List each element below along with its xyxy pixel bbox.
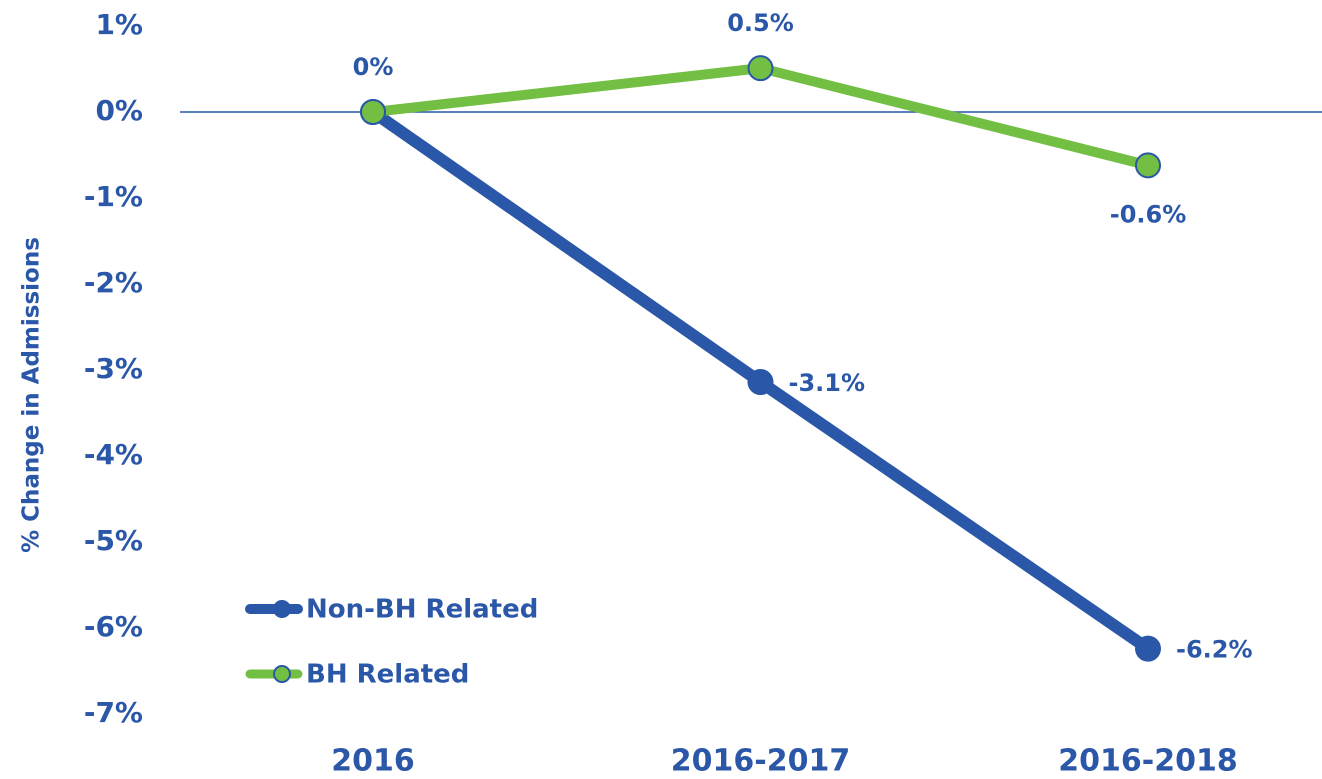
y-tick-label: -4% [84, 438, 143, 471]
y-tick-label: 0% [95, 94, 143, 127]
point [747, 55, 774, 82]
point [747, 369, 774, 396]
y-tick-label: -7% [84, 696, 143, 729]
point [1135, 635, 1161, 662]
x-tick-label: 2016-2017 [671, 744, 850, 779]
x-tick-label: 2016 [331, 744, 415, 779]
y-axis-label: % Change in Admissions [19, 237, 45, 553]
data-label: -3.1% [789, 369, 866, 397]
x-tick-label: 2016-2018 [1058, 744, 1237, 779]
legend-marker [273, 665, 291, 683]
data-label: 0.5% [727, 9, 794, 37]
y-tick-label: -5% [84, 524, 143, 557]
legend-label: BH Related [306, 660, 469, 690]
data-label: -0.6% [1110, 200, 1187, 228]
y-tick-label: -3% [84, 352, 143, 385]
legend-marker [273, 600, 291, 618]
y-tick-label: -1% [84, 180, 143, 213]
legend-label: Non-BH Related [306, 595, 538, 625]
series-line [368, 63, 1153, 171]
data-label: -6.2% [1176, 636, 1253, 664]
y-tick-label: -2% [84, 266, 143, 299]
point [360, 99, 386, 125]
data-label: 0% [353, 53, 394, 81]
y-tick-label: 1% [95, 8, 143, 41]
point [1135, 152, 1161, 179]
y-tick-label: -6% [84, 610, 143, 643]
